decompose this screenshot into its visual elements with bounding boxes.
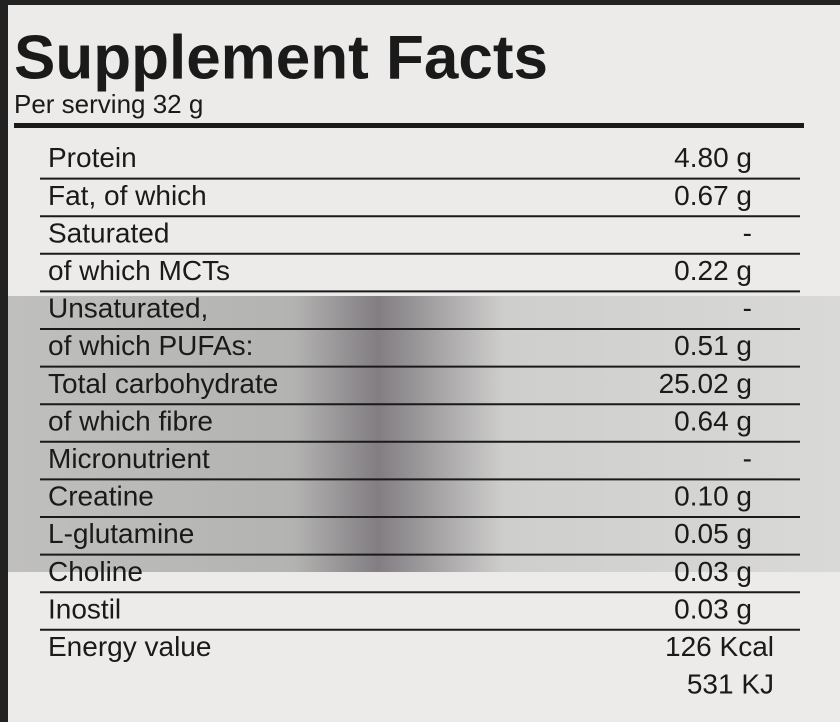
row-value: 0.05 g	[674, 518, 752, 549]
row-value: -	[743, 293, 752, 324]
row-label: Micronutrient	[48, 443, 210, 474]
row-value: 25.02 g	[659, 368, 752, 399]
row-label: of which MCTs	[48, 255, 230, 286]
title: Supplement Facts	[14, 23, 548, 92]
row-label: of which PUFAs:	[48, 330, 253, 361]
row-label: Energy value	[48, 631, 211, 662]
top-border	[0, 0, 840, 5]
row-label: of which fibre	[48, 405, 213, 436]
row-label: Creatine	[48, 481, 154, 512]
row-label: Fat, of which	[48, 180, 207, 211]
row-label: Inostil	[48, 593, 121, 624]
row-value: 531 KJ	[687, 669, 774, 700]
header-rule	[14, 123, 804, 128]
row-value: 0.10 g	[674, 481, 752, 512]
row-label: Choline	[48, 556, 143, 587]
row-value: 0.51 g	[674, 330, 752, 361]
row-value: 0.03 g	[674, 556, 752, 587]
row-value: 0.64 g	[674, 405, 752, 436]
row-value: 0.67 g	[674, 180, 752, 211]
subtitle: Per serving 32 g	[14, 89, 203, 119]
row-value: 126 Kcal	[665, 631, 774, 662]
row-value: -	[743, 443, 752, 474]
row-value: 0.22 g	[674, 255, 752, 286]
row-label: Unsaturated,	[48, 293, 208, 324]
row-value: 0.03 g	[674, 593, 752, 624]
row-label: Total carbohydrate	[48, 368, 278, 399]
row-label: Protein	[48, 142, 137, 173]
row-label: Saturated	[48, 217, 169, 248]
left-border	[0, 0, 8, 722]
row-value: 4.80 g	[674, 142, 752, 173]
row-label: L-glutamine	[48, 518, 194, 549]
foil-reflection	[0, 296, 840, 572]
row-value: -	[743, 217, 752, 248]
